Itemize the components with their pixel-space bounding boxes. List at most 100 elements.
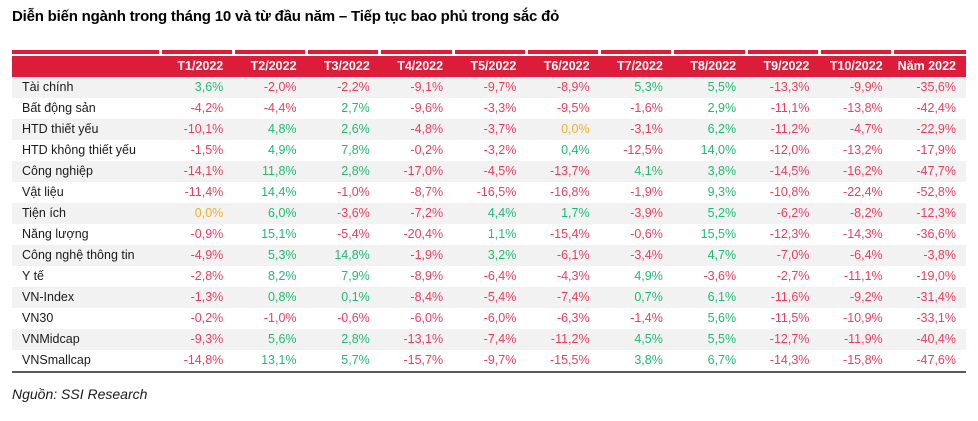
value-cell: -35,6% xyxy=(916,80,956,94)
value-cell: 0,0% xyxy=(561,122,590,136)
value-cell: -11,9% xyxy=(843,332,883,346)
value-cell: -1,9% xyxy=(410,248,444,262)
sector-performance-table: T1/2022 T2/2022 T3/2022 T4/2022 T5/2022 T6/20… xyxy=(12,50,966,373)
value-cell: -33,1% xyxy=(916,311,956,325)
accent-strip-segment xyxy=(744,50,820,56)
accent-strip-segment xyxy=(305,50,380,56)
value-cell: -4,8% xyxy=(410,122,444,136)
value-cell: 7,9% xyxy=(341,269,370,283)
sector-label: Vật liệu xyxy=(22,185,64,199)
table-row: HTD thiết yếu -10,1% 4,8% 2,6% -4,8% -3,7% 0,0… xyxy=(12,119,966,140)
value-cell: 13,1% xyxy=(261,353,297,367)
value-cell: -15,8% xyxy=(843,353,883,367)
value-cell: 2,6% xyxy=(341,122,370,136)
value-cell: -6,2% xyxy=(776,206,810,220)
value-cell: 4,5% xyxy=(634,332,663,346)
value-cell: -13,3% xyxy=(769,80,810,94)
sector-label: HTD thiết yếu xyxy=(22,122,99,136)
value-cell: -6,4% xyxy=(483,269,517,283)
sector-label: VNMidcap xyxy=(22,332,80,346)
table-row: Năng lượng -0,9% 15,1% -5,4% -20,4% 1,1% -15,4… xyxy=(12,224,966,245)
value-cell: 2,9% xyxy=(707,101,737,115)
value-cell: -7,2% xyxy=(410,206,444,220)
value-cell: -0,6% xyxy=(630,227,663,241)
value-cell: -9,2% xyxy=(850,290,883,304)
sector-label: Năng lượng xyxy=(22,227,89,241)
table-header: T1/2022 T2/2022 T3/2022 T4/2022 T5/2022 T6/20… xyxy=(12,50,966,77)
value-cell: 0,0% xyxy=(194,206,224,220)
value-cell: 14,0% xyxy=(700,143,737,157)
value-cell: -4,7% xyxy=(850,122,883,136)
value-cell: -10,8% xyxy=(769,185,810,199)
header-cell-month: T3/2022 xyxy=(306,55,380,77)
value-cell: 14,4% xyxy=(261,185,297,199)
value-cell: -16,8% xyxy=(549,185,590,199)
value-cell: -11,1% xyxy=(843,269,883,283)
value-cell: 5,3% xyxy=(268,248,297,262)
value-cell: 0,7% xyxy=(634,290,663,304)
accent-strip-segment xyxy=(12,50,160,56)
accent-strip-segment xyxy=(378,50,454,56)
accent-strip-segment xyxy=(524,50,600,56)
value-cell: -16,5% xyxy=(476,185,517,199)
value-cell: -4,5% xyxy=(483,164,517,178)
value-cell: 5,5% xyxy=(707,80,737,94)
value-cell: -36,6% xyxy=(916,227,956,241)
value-cell: -1,9% xyxy=(630,185,663,199)
value-cell: 0,8% xyxy=(268,290,297,304)
table-row: Tiện ích 0,0% 6,0% -3,6% -7,2% 4,4% 1,7% -3,9% 5… xyxy=(12,203,966,224)
value-cell: -14,1% xyxy=(183,164,224,178)
value-cell: 4,4% xyxy=(487,206,517,220)
sector-label: HTD không thiết yếu xyxy=(22,143,136,157)
sector-label: Tài chính xyxy=(22,80,74,94)
table-row: Y tế -2,8% 8,2% 7,9% -8,9% -6,4% -4,3% 4,9% -3,6… xyxy=(12,266,966,287)
value-cell: 1,1% xyxy=(487,227,517,241)
value-cell: -2,8% xyxy=(190,269,224,283)
value-cell: -6,3% xyxy=(556,311,590,325)
value-cell: 2,8% xyxy=(341,164,370,178)
value-cell: -9,3% xyxy=(190,332,224,346)
value-cell: -3,7% xyxy=(483,122,517,136)
value-cell: 6,1% xyxy=(707,290,737,304)
header-cell-sector xyxy=(12,55,160,77)
value-cell: -14,8% xyxy=(183,353,224,367)
sector-table-body: Tài chính 3,6% -2,0% -2,2% -9,1% -9,7% -8,9% 5,… xyxy=(12,77,966,372)
sector-label: Y tế xyxy=(22,269,45,283)
value-cell: 5,2% xyxy=(707,206,737,220)
sector-label: VN30 xyxy=(22,311,54,325)
sector-label: Bất động sản xyxy=(22,101,96,115)
value-cell: -40,4% xyxy=(916,332,956,346)
value-cell: -4,4% xyxy=(263,101,297,115)
table-row: HTD không thiết yếu -1,5% 4,9% 7,8% -0,2% -3,… xyxy=(12,140,966,161)
table-row: VN-Index -1,3% 0,8% 0,1% -8,4% -5,4% -7,4% 0,7%… xyxy=(12,287,966,308)
value-cell: -9,6% xyxy=(410,101,444,115)
sector-label: VN-Index xyxy=(22,290,75,304)
value-cell: -11,6% xyxy=(770,290,810,304)
value-cell: -9,1% xyxy=(410,80,444,94)
value-cell: -19,0% xyxy=(916,269,956,283)
header-cell-month: T6/2022 xyxy=(526,55,600,77)
value-cell: 15,5% xyxy=(700,227,737,241)
value-cell: -1,5% xyxy=(190,143,224,157)
value-cell: 0,1% xyxy=(341,290,370,304)
value-cell: -14,3% xyxy=(769,353,810,367)
value-cell: -6,1% xyxy=(556,248,590,262)
value-cell: 3,6% xyxy=(194,80,224,94)
value-cell: -5,4% xyxy=(483,290,517,304)
value-cell: -0,9% xyxy=(190,227,224,241)
value-cell: 6,0% xyxy=(268,206,297,220)
value-cell: -6,0% xyxy=(483,311,517,325)
value-cell: -8,7% xyxy=(410,185,444,199)
accent-strip-segment xyxy=(598,50,673,56)
value-cell: 4,9% xyxy=(268,143,297,157)
table-row: VNMidcap -9,3% 5,6% 2,8% -13,1% -7,4% -11,2% 4,… xyxy=(12,329,966,350)
accent-strip-segment xyxy=(231,50,307,56)
value-cell: -8,2% xyxy=(850,206,883,220)
value-cell: -1,4% xyxy=(630,311,663,325)
header-cell-month: T7/2022 xyxy=(599,55,673,77)
table-row: Công nghiệp -14,1% 11,8% 2,8% -17,0% -4,5% -13… xyxy=(12,161,966,182)
table-row: Vật liệu -11,4% 14,4% -1,0% -8,7% -16,5% -16,8… xyxy=(12,182,966,203)
value-cell: -12,5% xyxy=(623,143,663,157)
value-cell: -14,5% xyxy=(769,164,810,178)
value-cell: -20,4% xyxy=(403,227,444,241)
